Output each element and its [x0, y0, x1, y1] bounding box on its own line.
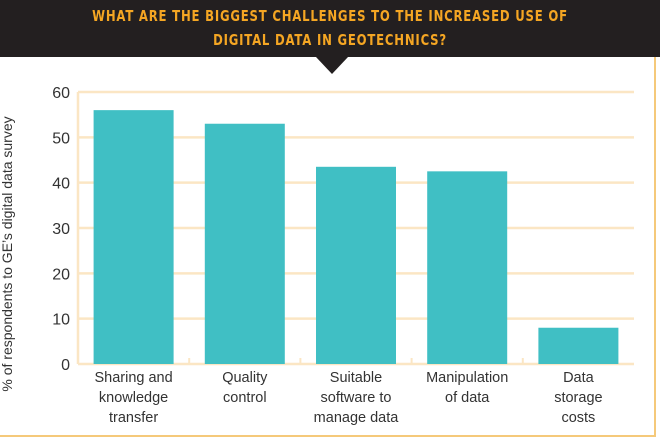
- y-axis-label: % of respondents to GE’s digital data su…: [0, 116, 15, 391]
- x-tick-label: Quality: [222, 370, 268, 386]
- y-tick-label: 0: [61, 357, 70, 374]
- bar: [204, 123, 285, 364]
- x-tick-label: costs: [561, 410, 595, 426]
- x-tick-label: Data: [563, 370, 595, 386]
- x-tick-label: software to: [321, 390, 392, 406]
- bar: [93, 110, 174, 364]
- title-banner: [0, 0, 660, 57]
- y-tick-label: 10: [52, 312, 70, 329]
- x-tick-label: knowledge: [99, 390, 168, 406]
- y-tick-label: 30: [52, 221, 70, 238]
- x-tick-label: of data: [445, 390, 490, 406]
- bar: [316, 166, 396, 364]
- y-tick-label: 20: [52, 266, 70, 283]
- y-tick-label: 40: [52, 176, 70, 193]
- banner-pointer: [316, 57, 348, 74]
- y-tick-label: 50: [52, 130, 70, 147]
- frame-border-bottom: [0, 435, 656, 437]
- bar: [538, 327, 619, 364]
- chart-title: WHAT ARE THE BIGGEST CHALLENGES TO THE I…: [92, 7, 568, 49]
- x-tick-label: transfer: [109, 410, 158, 426]
- x-tick-label: storage: [554, 390, 602, 406]
- y-tick-label: 60: [52, 85, 70, 102]
- x-tick-label: Sharing and: [94, 370, 172, 386]
- bar: [427, 171, 508, 364]
- x-tick-label: Manipulation: [426, 370, 508, 386]
- frame-border-right: [654, 57, 656, 437]
- x-tick-label: manage data: [314, 410, 400, 426]
- x-tick-label: Suitable: [330, 370, 382, 386]
- x-tick-label: control: [223, 390, 267, 406]
